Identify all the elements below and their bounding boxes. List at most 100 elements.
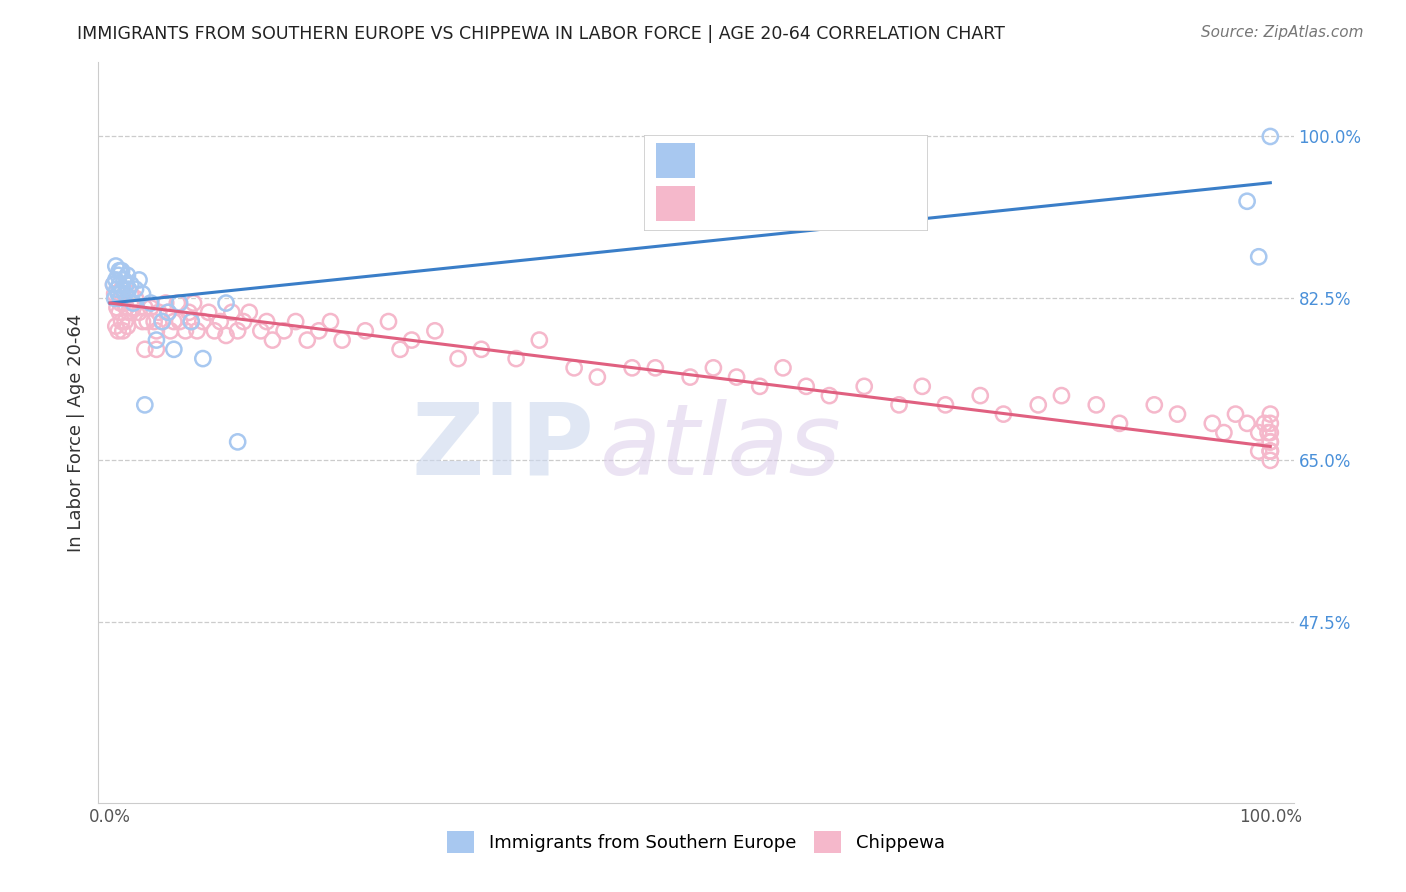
Text: -0.191: -0.191 [747, 194, 808, 213]
Point [250, 324, 273, 338]
Point [128, 305, 150, 319]
Point [204, 324, 226, 338]
Point [621, 360, 644, 375]
Text: R =: R = [707, 152, 744, 169]
Point [134, 398, 156, 412]
Point [111, 263, 134, 277]
Point [155, 296, 177, 310]
Point [103, 277, 125, 292]
Point [145, 343, 167, 357]
Point [112, 296, 135, 310]
Point [148, 305, 170, 319]
Point [150, 315, 173, 329]
Point [354, 324, 377, 338]
Point [273, 324, 295, 338]
Point [1258, 434, 1281, 449]
Point [1258, 129, 1281, 144]
Text: atlas: atlas [600, 399, 842, 496]
Point [169, 296, 191, 310]
Point [166, 296, 188, 310]
Point [111, 282, 134, 296]
Point [183, 296, 205, 310]
Point [818, 389, 841, 403]
Point [105, 282, 128, 296]
Point [1108, 417, 1130, 431]
Point [121, 296, 143, 310]
Point [111, 324, 134, 338]
Text: R =: R = [707, 194, 744, 213]
Point [470, 343, 492, 357]
Point [104, 273, 127, 287]
Point [104, 286, 127, 301]
Point [107, 286, 129, 301]
Point [120, 277, 142, 292]
Point [226, 434, 249, 449]
Point [1201, 417, 1223, 431]
Point [1258, 444, 1281, 458]
FancyBboxPatch shape [655, 186, 696, 221]
Point [423, 324, 446, 338]
Point [1225, 407, 1247, 421]
Point [159, 324, 181, 338]
Point [115, 301, 138, 315]
Point [1258, 425, 1281, 440]
Point [114, 315, 136, 329]
Point [1258, 453, 1281, 467]
Point [112, 273, 135, 287]
FancyBboxPatch shape [655, 144, 696, 178]
Point [969, 389, 991, 403]
Point [169, 315, 191, 329]
Text: ZIP: ZIP [412, 399, 595, 496]
Point [934, 398, 956, 412]
Point [1212, 425, 1234, 440]
Point [128, 273, 150, 287]
Point [122, 301, 145, 315]
Point [110, 292, 132, 306]
Point [150, 315, 173, 329]
Point [1258, 444, 1281, 458]
Point [389, 343, 412, 357]
Point [226, 324, 249, 338]
Point [139, 296, 162, 310]
Point [887, 398, 910, 412]
Point [562, 360, 585, 375]
Point [115, 277, 138, 292]
Point [1258, 434, 1281, 449]
Point [284, 315, 307, 329]
Point [853, 379, 876, 393]
Point [108, 263, 131, 277]
Point [145, 324, 167, 338]
Point [177, 305, 200, 319]
Text: 0.389: 0.389 [747, 152, 801, 169]
Point [1247, 250, 1270, 264]
Point [297, 333, 319, 347]
Point [725, 370, 748, 384]
Point [139, 301, 162, 315]
Point [180, 315, 202, 329]
Point [702, 360, 724, 375]
Point [1247, 444, 1270, 458]
Point [108, 277, 131, 292]
Text: IMMIGRANTS FROM SOUTHERN EUROPE VS CHIPPEWA IN LABOR FORCE | AGE 20-64 CORRELATI: IMMIGRANTS FROM SOUTHERN EUROPE VS CHIPP… [77, 25, 1005, 43]
Point [124, 282, 146, 296]
Text: Source: ZipAtlas.com: Source: ZipAtlas.com [1201, 25, 1364, 40]
Point [1258, 444, 1281, 458]
Point [993, 407, 1015, 421]
Point [377, 315, 399, 329]
Point [134, 343, 156, 357]
Point [117, 305, 139, 319]
Point [180, 315, 202, 329]
Point [1236, 417, 1258, 431]
Point [679, 370, 702, 384]
Point [186, 324, 208, 338]
Point [134, 301, 156, 315]
Point [108, 305, 131, 319]
Point [104, 259, 127, 273]
Point [1236, 194, 1258, 209]
Point [772, 360, 794, 375]
Point [163, 343, 186, 357]
Point [157, 305, 180, 319]
Point [232, 315, 254, 329]
Point [174, 324, 197, 338]
Point [911, 379, 934, 393]
